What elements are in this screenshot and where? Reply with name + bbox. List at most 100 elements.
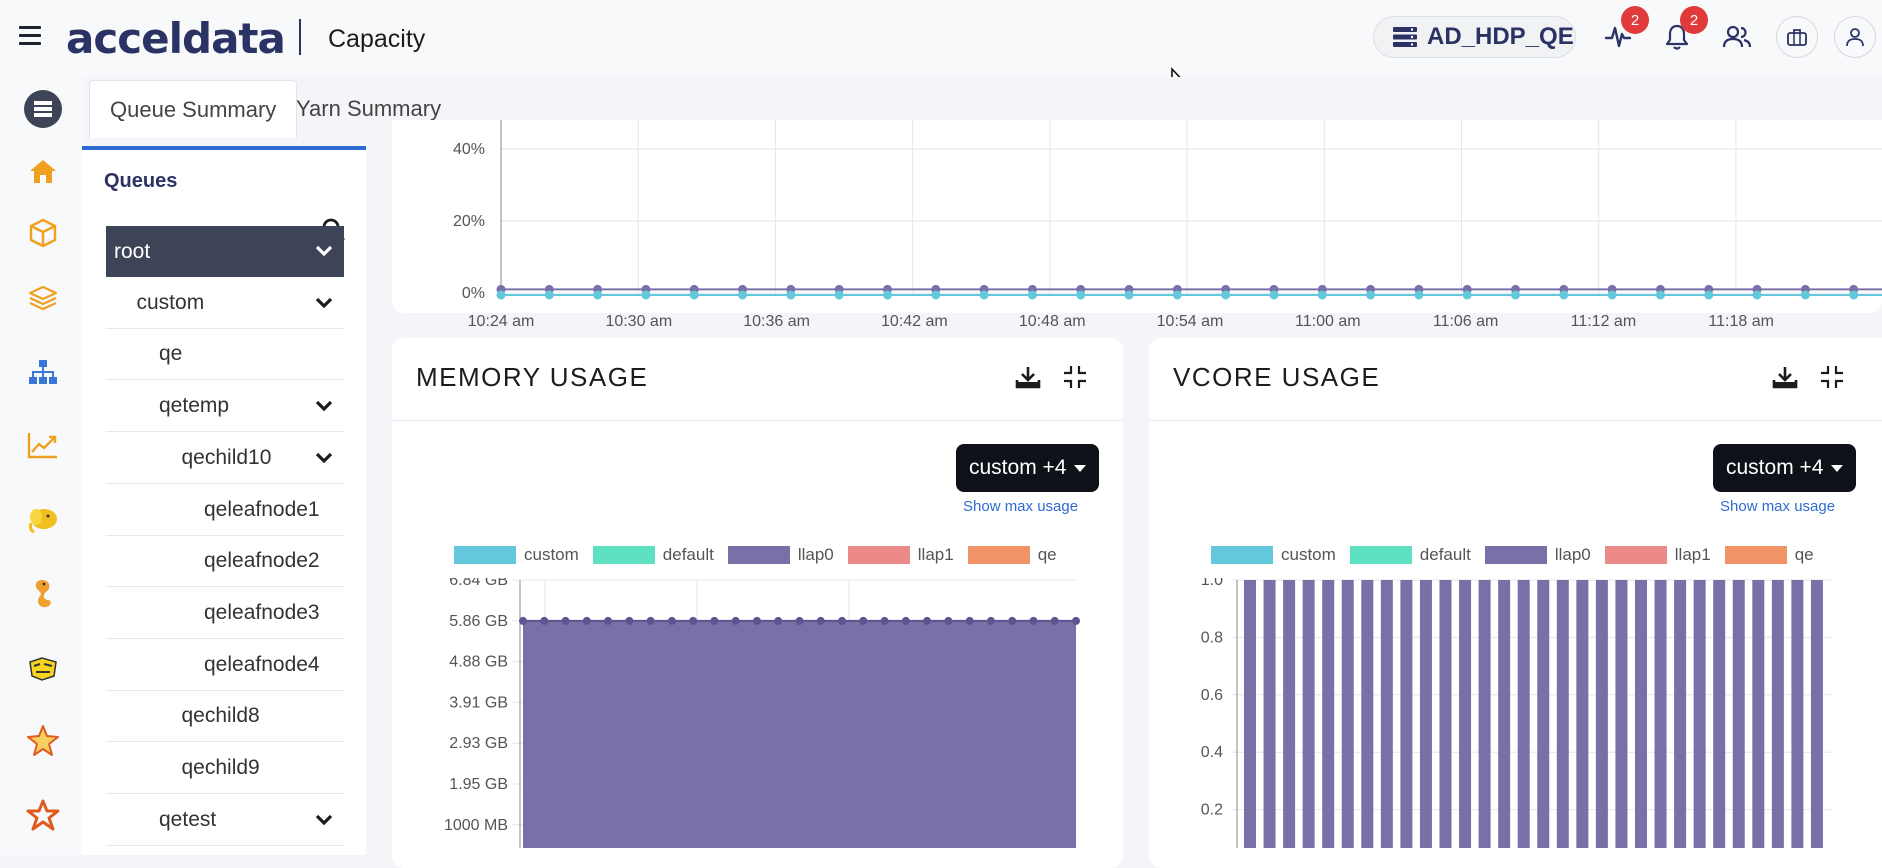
card-divider (392, 420, 1123, 421)
nav-item-cluster[interactable] (22, 88, 64, 130)
queue-item[interactable]: qetemp (106, 381, 344, 433)
nav-item-hierarchy[interactable] (22, 351, 64, 393)
legend-swatch (967, 546, 1030, 564)
queue-item[interactable]: qechild9 (106, 743, 344, 794)
queue-filter-dropdown[interactable]: custom +4 (956, 444, 1099, 492)
data-point-custom (641, 290, 651, 300)
queue-item[interactable]: qeleafnode1 (106, 485, 344, 536)
nav-item-hive[interactable] (22, 647, 64, 689)
queue-item-label: qeleafnode1 (204, 497, 320, 521)
hierarchy-icon (29, 360, 57, 384)
download-icon[interactable] (1772, 364, 1798, 390)
legend-item[interactable]: llap1 (1604, 545, 1711, 565)
collapse-icon[interactable] (1062, 364, 1088, 390)
queue-item[interactable]: qechild8 (106, 691, 344, 743)
show-max-usage-link[interactable]: Show max usage (963, 498, 1079, 515)
bar-llap0 (1361, 580, 1374, 848)
tab-queue-summary[interactable]: Queue Summary (89, 80, 298, 138)
queue-usage-line-chart: 0% 20% 40% 10:24 am 10:30 am 10:36 am 10:42 am… (453, 120, 1882, 330)
data-point-custom (1655, 290, 1665, 300)
legend-item[interactable]: llap0 (727, 545, 834, 565)
queue-item[interactable]: root (106, 226, 344, 277)
vcore-legend: custom default llap0 llap1 qe (1211, 545, 1828, 565)
legend-item[interactable]: qe (1724, 545, 1814, 565)
layers-icon (28, 285, 58, 311)
show-max-usage-link[interactable]: Show max usage (1720, 498, 1836, 515)
data-point-custom (834, 290, 844, 300)
data-point-custom (1269, 290, 1279, 300)
data-point-custom (1172, 290, 1182, 300)
legend-swatch (592, 546, 655, 564)
y-tick-label: 0% (462, 285, 485, 302)
menu-icon[interactable] (19, 26, 41, 46)
nav-item-packages[interactable] (22, 212, 64, 254)
legend-item[interactable]: llap0 (1484, 545, 1591, 565)
alerts-button[interactable]: 2 (1660, 6, 1708, 54)
profile-button[interactable] (1834, 16, 1876, 58)
area-llap0 (523, 620, 1076, 848)
data-point-llap0 (710, 616, 719, 625)
chevron-down-icon[interactable] (314, 399, 334, 413)
y-tick-label: 4.88 GB (449, 654, 508, 671)
bar-llap0 (1615, 580, 1628, 848)
bar-llap0 (1693, 580, 1706, 848)
bar-llap0 (1752, 580, 1765, 848)
data-point-custom (1366, 290, 1376, 300)
bar-llap0 (1595, 580, 1608, 848)
activity-button[interactable]: 2 (1601, 6, 1649, 54)
logo[interactable]: acceldata (66, 14, 286, 63)
queue-item[interactable]: custom (106, 278, 344, 329)
users-button[interactable] (1720, 20, 1754, 54)
vcore-usage-title: VCORE USAGE (1173, 362, 1381, 392)
y-tick-label: 0.6 (1201, 687, 1223, 704)
nav-item-hbase[interactable] (22, 572, 64, 614)
user-icon (1846, 28, 1864, 47)
legend-item[interactable]: llap1 (847, 545, 954, 565)
memory-area-chart: 6.84 GB 5.86 GB 4.88 GB 3.91 GB 2.93 GB 1.95 … (444, 578, 1080, 848)
data-point-llap0 (880, 616, 889, 625)
nav-item-hadoop[interactable] (22, 499, 64, 541)
queue-item[interactable]: qechild10 (106, 433, 344, 484)
chevron-down-icon[interactable] (314, 813, 334, 827)
seahorse-icon (35, 580, 51, 608)
nav-item-layers[interactable] (22, 277, 64, 319)
data-point-llap0 (838, 616, 847, 625)
chevron-down-icon[interactable] (314, 451, 334, 465)
data-point-llap0 (540, 616, 549, 625)
cluster-selector[interactable]: AD_HDP_QE (1373, 16, 1576, 58)
data-point-llap0 (519, 616, 527, 625)
legend-item[interactable]: default (592, 545, 714, 565)
briefcase-icon (1787, 29, 1807, 46)
queue-item-label: qechild10 (181, 445, 272, 469)
x-tick-label: 10:48 am (1019, 313, 1086, 330)
queue-item[interactable]: qeleafnode3 (106, 588, 344, 639)
legend-swatch (1349, 546, 1412, 564)
cube-icon (29, 218, 57, 248)
nav-item-spark-alt[interactable] (22, 794, 64, 836)
queue-filter-dropdown[interactable]: custom +4 (1713, 444, 1856, 492)
queue-item[interactable]: qe (106, 329, 344, 381)
legend-item[interactable]: custom (1211, 545, 1336, 565)
data-point-custom (979, 290, 989, 300)
nav-item-spark[interactable] (22, 720, 64, 762)
nav-item-trends[interactable] (22, 424, 64, 466)
home-icon (30, 160, 56, 183)
nav-item-home[interactable] (22, 150, 64, 192)
tab-yarn-summary[interactable]: Yarn Summary (296, 96, 442, 121)
queue-item[interactable]: qetest (106, 795, 344, 846)
chevron-down-icon[interactable] (314, 244, 334, 258)
queue-item[interactable]: qeleafnode2 (106, 536, 344, 588)
legend-item[interactable]: custom (454, 545, 579, 565)
download-icon[interactable] (1015, 364, 1041, 390)
chevron-down-icon[interactable] (314, 296, 334, 310)
data-point-llap0 (859, 616, 868, 625)
queue-item[interactable]: qeleafnode4 (106, 640, 344, 691)
legend-item[interactable]: default (1349, 545, 1471, 565)
queue-item-label: qeleafnode4 (204, 652, 320, 676)
legend-label: qe (1794, 545, 1814, 564)
queue-item-label: qe (159, 342, 183, 366)
collapse-icon[interactable] (1819, 364, 1845, 390)
legend-item[interactable]: qe (967, 545, 1057, 565)
data-point-custom (689, 290, 699, 300)
briefcase-button[interactable] (1776, 16, 1818, 58)
